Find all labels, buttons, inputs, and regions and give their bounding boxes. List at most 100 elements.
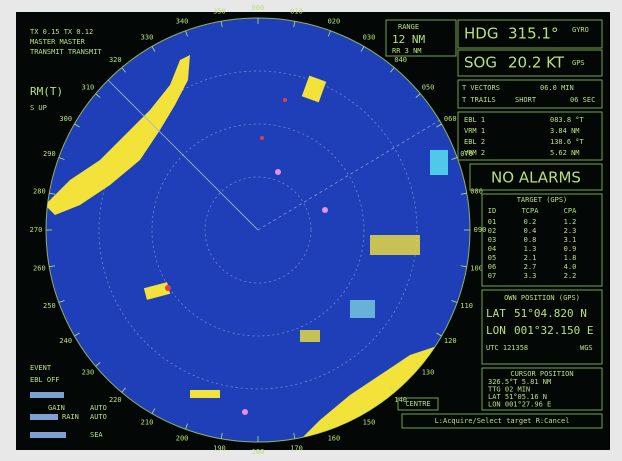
target-column: ID	[488, 207, 496, 215]
bearing-label: 200	[176, 435, 189, 443]
bearing-label: 120	[444, 337, 457, 345]
bearing-tick	[415, 362, 421, 367]
range-value: 12 NM	[392, 33, 425, 46]
target-cell: 1.3	[524, 245, 537, 253]
range-rings: RR 3 NM	[392, 47, 422, 55]
bearing-label: 250	[43, 302, 56, 310]
bearing-label: 090	[474, 226, 487, 234]
bearing-label: 150	[363, 418, 376, 426]
cursor-row: TTG 02 MIN	[488, 386, 530, 394]
target-cell: 3.3	[524, 272, 537, 280]
ebl-button[interactable]: EBL OFF	[30, 376, 60, 384]
own-position-panel: OWN POSITION (GPS) LAT 51°04.820 N LON 0…	[481, 289, 603, 365]
bearing-tick	[460, 192, 467, 195]
sea-label[interactable]: SEA	[90, 431, 103, 439]
centre-button[interactable]: CENTRE	[405, 400, 430, 408]
target-cell: 2.3	[564, 227, 577, 235]
hdg-source: GYRO	[572, 26, 589, 34]
rain-mode: AUTO	[90, 413, 107, 421]
bearing-label: 310	[82, 83, 95, 91]
scope: 000 010 020 030 040 050 060 070 080 090 100 110 120 1…	[30, 4, 487, 456]
top-left-status: TX 0.15 TX 0.12 MASTER MASTER TRANSMIT T…	[30, 28, 102, 112]
bearing-label: 110	[460, 302, 473, 310]
bearing-tick	[360, 408, 365, 414]
motion-mode: RM(T)	[30, 85, 63, 98]
bearing-label: 290	[43, 150, 56, 158]
marker-label: EBL 2	[464, 138, 485, 146]
bearing-label: 030	[363, 34, 376, 42]
bearing-tick	[121, 387, 126, 393]
bearing-tick	[220, 21, 223, 28]
bearing-label: 330	[141, 34, 154, 42]
bearing-label: 240	[59, 337, 72, 345]
bearing-tick	[390, 67, 395, 73]
bearing-label: 210	[141, 418, 154, 426]
lat-label: LAT	[486, 307, 506, 320]
own-pos-title: OWN POSITION (GPS)	[504, 294, 580, 302]
vector-panel: T VECTORS 06.0 MIN T TRAILS SHORT 06 SEC	[457, 79, 603, 109]
bearing-tick	[151, 408, 156, 414]
bearing-tick	[293, 21, 296, 28]
target-cell: 3.1	[564, 236, 577, 244]
bearing-label: 230	[82, 369, 95, 377]
target-cell: 01	[488, 218, 496, 226]
target-cell: 4.0	[564, 263, 577, 271]
cursor-title: CURSOR POSITION	[510, 370, 573, 378]
bearing-label: 350	[213, 7, 226, 15]
bearing-label: 050	[422, 83, 435, 91]
lon-value: 001°32.150 E	[514, 324, 593, 337]
bearing-label: 060	[444, 115, 457, 123]
bearing-tick	[436, 123, 442, 128]
target-cell: 2.2	[564, 272, 577, 280]
range-panel: RANGE 12 NM RR 3 NM	[385, 19, 457, 57]
target-cell: 05	[488, 254, 496, 262]
bearing-label: 100	[470, 265, 483, 273]
bearing-tick	[95, 362, 101, 367]
event-button[interactable]: EVENT	[30, 364, 52, 372]
sog-source: GPS	[572, 59, 585, 67]
bearing-tick	[390, 387, 395, 393]
bearing-label: 270	[30, 226, 43, 234]
bearing-tick	[328, 30, 331, 37]
bearing-tick	[451, 300, 458, 303]
bearing-tick	[415, 93, 421, 98]
trails-label: T TRAILS	[462, 96, 496, 104]
marker-value: 5.62 NM	[550, 149, 580, 157]
vectors-value: 06.0 MIN	[540, 84, 574, 92]
gain-label[interactable]: GAIN	[48, 404, 65, 412]
bearing-tick	[293, 432, 296, 439]
bearing-label: 320	[109, 56, 122, 64]
bearing-label: 280	[33, 187, 46, 195]
bearing-label: 130	[422, 369, 435, 377]
mouse-help: L:Acquire/Select target R:Cancel	[435, 417, 570, 425]
bearing-tick	[121, 67, 126, 73]
bearing-label: 080	[470, 187, 483, 195]
bearing-label: 020	[328, 17, 341, 25]
target-cell: 0.9	[564, 245, 577, 253]
range-rings	[98, 70, 418, 390]
range-label: RANGE	[398, 23, 419, 31]
target-column: CPA	[564, 207, 577, 215]
alarm-status: NO ALARMS	[491, 169, 581, 187]
trails-time: 06 SEC	[570, 96, 595, 104]
bearing-tick	[74, 332, 80, 337]
bearing-label: 140	[394, 396, 407, 404]
sog-label: SOG	[464, 54, 497, 72]
bearing-label: 260	[33, 265, 46, 273]
mode-status: MASTER MASTER	[30, 38, 86, 46]
bearing-tick	[49, 265, 56, 268]
bearing-label: 220	[109, 396, 122, 404]
alarm-panel: NO ALARMS	[469, 163, 603, 191]
bearing-label: 170	[290, 445, 303, 453]
target-cell: 1.8	[564, 254, 577, 262]
heading-panel: HDG 315.1° GYRO SOG 20.2 KT GPS	[457, 19, 603, 77]
target-cell: 04	[488, 245, 496, 253]
heading-line	[107, 79, 259, 231]
cursor-row: 326.5°T 5.81 NM	[488, 378, 551, 386]
bearing-tick	[151, 46, 156, 52]
rain-label[interactable]: RAIN	[62, 413, 79, 421]
utc: UTC 121358	[486, 344, 528, 352]
tx-status: TX 0.15 TX 0.12	[30, 28, 93, 36]
